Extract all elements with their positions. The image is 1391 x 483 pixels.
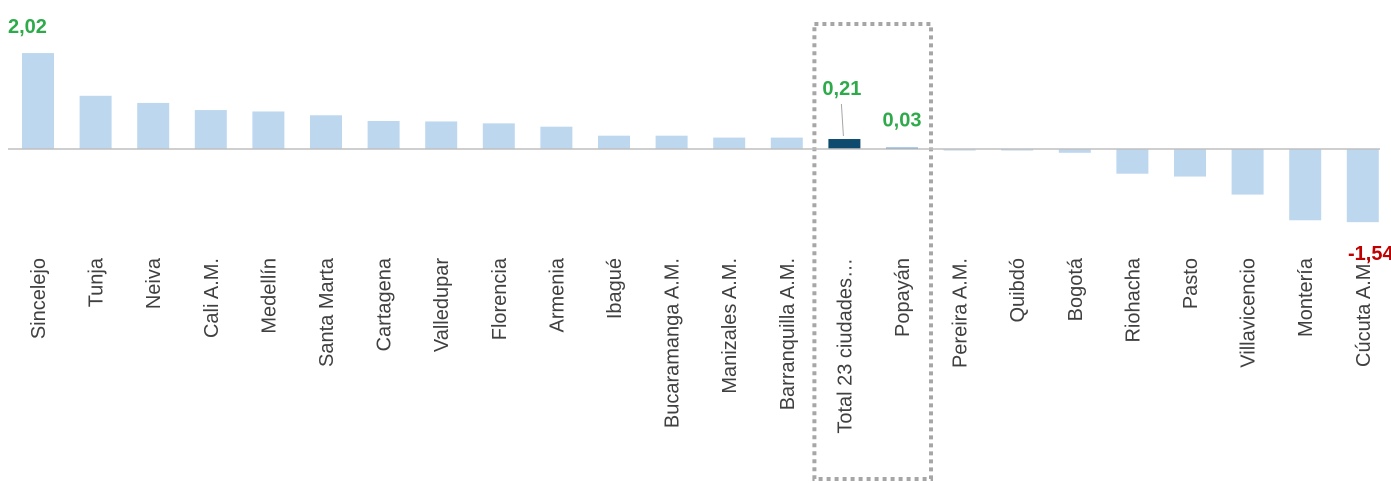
bar-manizales-a-m bbox=[713, 137, 746, 149]
bar-barranquilla-a-m bbox=[770, 137, 803, 149]
bar-monteria bbox=[1289, 149, 1322, 221]
bar-cartagena bbox=[367, 120, 400, 149]
highlight-dashed-box bbox=[812, 22, 934, 481]
data-label: 0,03 bbox=[883, 110, 922, 132]
bar-pasto bbox=[1174, 149, 1206, 177]
category-label-cartagena: Cartagena bbox=[374, 257, 396, 351]
category-label-ibague: Ibagué bbox=[604, 258, 626, 319]
category-label-florencia: Florencia bbox=[489, 257, 511, 340]
bar-villavicencio bbox=[1231, 149, 1264, 195]
category-label-riohacha: Riohacha bbox=[1122, 257, 1144, 342]
bar-riohacha bbox=[1116, 149, 1149, 174]
category-label-medellin: Medellín bbox=[258, 258, 280, 334]
category-label-pasto: Pasto bbox=[1180, 258, 1202, 309]
data-label-leader-line bbox=[840, 103, 844, 137]
data-label: -1,54 bbox=[1348, 243, 1391, 265]
category-label-bogota: Bogotá bbox=[1065, 257, 1087, 321]
category-label-neiva: Neiva bbox=[143, 257, 165, 309]
bar-total-23-ciudades bbox=[828, 139, 861, 149]
category-label-villavicencio: Villavicencio bbox=[1238, 258, 1260, 368]
category-label-sincelejo: Sincelejo bbox=[28, 258, 50, 339]
bar-neiva bbox=[137, 102, 170, 149]
category-label-armenia: Armenia bbox=[546, 257, 568, 332]
category-label-valledupar: Valledupar bbox=[431, 258, 453, 352]
category-label-bucaramanga-a-m: Bucaramanga A.M. bbox=[662, 258, 684, 428]
category-label-barranquilla-a-m: Barranquilla A.M. bbox=[777, 258, 799, 410]
bar-florencia bbox=[482, 123, 515, 149]
bar-valledupar bbox=[425, 121, 458, 149]
bar-bucaramanga-a-m bbox=[655, 135, 688, 149]
data-label: 0,21 bbox=[822, 78, 861, 100]
data-label: 2,02 bbox=[8, 16, 47, 38]
bar-bogota bbox=[1058, 149, 1091, 153]
bar-cucuta-a-m bbox=[1346, 149, 1379, 223]
bar-ibague bbox=[598, 135, 630, 149]
category-label-cucuta-a-m: Cúcuta A.M. bbox=[1353, 258, 1375, 367]
category-label-popayan: Popayán bbox=[892, 258, 914, 337]
category-label-monteria: Montería bbox=[1295, 257, 1317, 337]
bar-tunja bbox=[79, 95, 112, 149]
category-label-santa-marta: Santa Marta bbox=[316, 257, 338, 367]
bar-medellin bbox=[252, 111, 285, 149]
bar-santa-marta bbox=[310, 115, 342, 149]
category-label-quibdo: Quibdó bbox=[1007, 258, 1029, 323]
bar-cali-a-m bbox=[194, 110, 227, 149]
category-label-pereira-a-m: Pereira A.M. bbox=[950, 258, 972, 368]
category-label-manizales-a-m: Manizales A.M. bbox=[719, 258, 741, 394]
category-label-tunja: Tunja bbox=[86, 257, 108, 307]
category-label-total-23-ciudades: Total 23 ciudades… bbox=[834, 258, 856, 434]
category-label-cali-a-m: Cali A.M. bbox=[201, 258, 223, 338]
bar-sincelejo bbox=[22, 53, 54, 149]
bar-armenia bbox=[540, 126, 573, 149]
